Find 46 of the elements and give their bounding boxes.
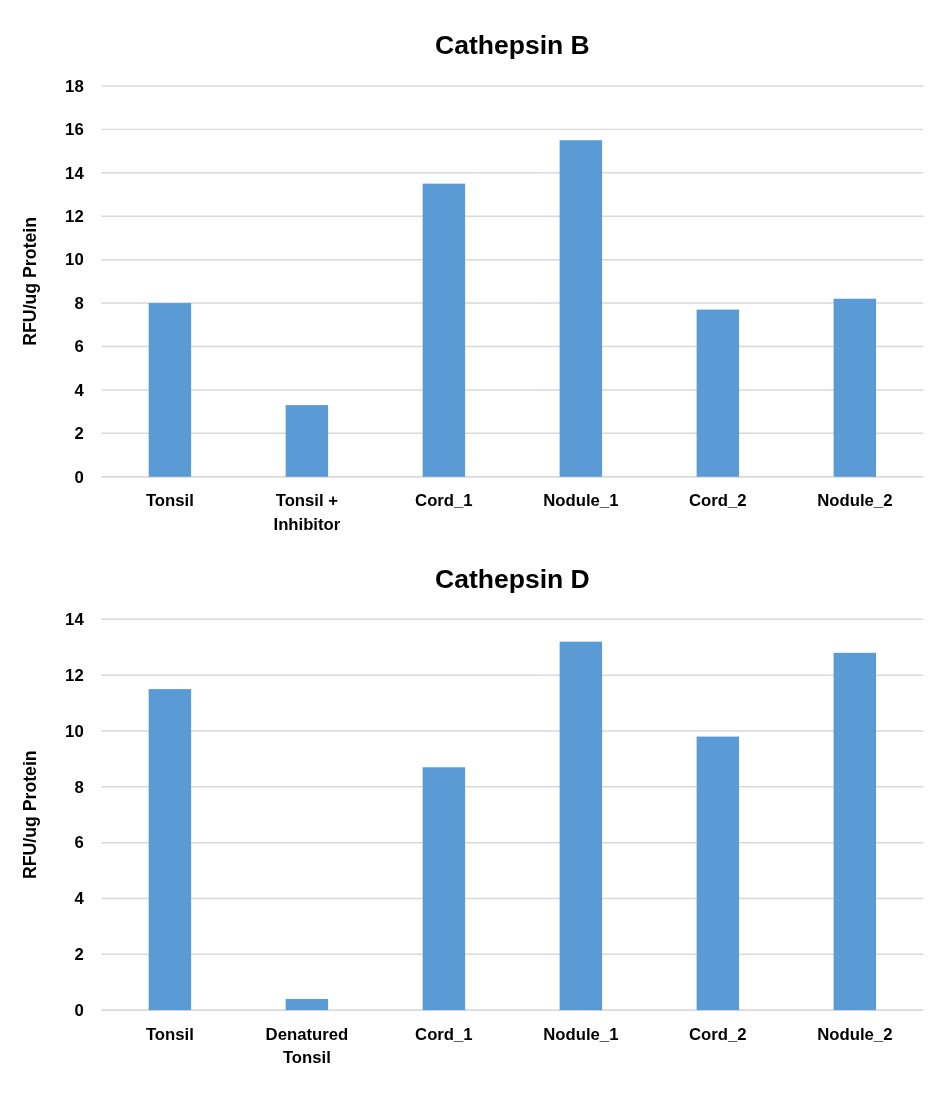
x-tick-label: Tonsil	[145, 1024, 194, 1044]
y-tick-label: 8	[74, 777, 84, 797]
x-tick-label: Nodule_1	[543, 1024, 619, 1044]
bar	[559, 641, 603, 1011]
x-tick-label: Nodule_1	[543, 491, 619, 511]
chart-title: Cathepsin B	[434, 30, 590, 61]
y-tick-label: 12	[65, 666, 84, 685]
y-axis-title: RFU/ug Protein	[19, 750, 40, 880]
y-tick-label: 18	[65, 76, 84, 96]
x-tick-label: Tonsil	[145, 491, 194, 511]
bar	[285, 405, 329, 477]
x-tick-label: Denatured Tonsil	[265, 1024, 349, 1068]
y-tick-label: 4	[74, 889, 85, 909]
x-tick-label: Cord_2	[689, 1024, 747, 1044]
y-tick-label: 6	[74, 337, 84, 357]
y-tick-label: 14	[65, 163, 85, 183]
bar	[696, 736, 740, 1011]
y-tick-label: 2	[74, 945, 84, 965]
bar	[285, 998, 329, 1011]
y-tick-label: 12	[65, 207, 84, 227]
x-tick-label: Tonsil + Inhibitor	[273, 491, 341, 534]
y-tick-label: 16	[65, 120, 84, 140]
chart-title: Cathepsin D	[434, 563, 590, 594]
bar	[833, 652, 877, 1011]
bar	[422, 183, 466, 477]
bar	[148, 303, 192, 477]
y-tick-label: 8	[74, 293, 84, 313]
y-tick-label: 2	[74, 424, 84, 444]
x-tick-label: Cord_1	[415, 491, 473, 511]
y-tick-label: 0	[74, 1000, 84, 1020]
y-axis-title: RFU/ug Protein	[19, 217, 40, 346]
bar	[148, 689, 192, 1011]
y-tick-label: 6	[74, 833, 84, 853]
x-tick-label: Cord_2	[689, 491, 747, 511]
y-tick-label: 0	[74, 467, 84, 487]
bar	[559, 140, 603, 477]
bar	[833, 298, 877, 477]
x-tick-label: Cord_1	[415, 1024, 473, 1044]
x-tick-label: Nodule_2	[817, 491, 893, 511]
y-tick-label: 10	[65, 721, 84, 741]
y-tick-label: 10	[65, 250, 84, 270]
bar	[422, 767, 466, 1011]
x-tick-label: Nodule_2	[817, 1024, 893, 1044]
bar	[696, 309, 740, 477]
y-tick-label: 14	[65, 610, 85, 630]
y-tick-label: 4	[74, 380, 85, 400]
